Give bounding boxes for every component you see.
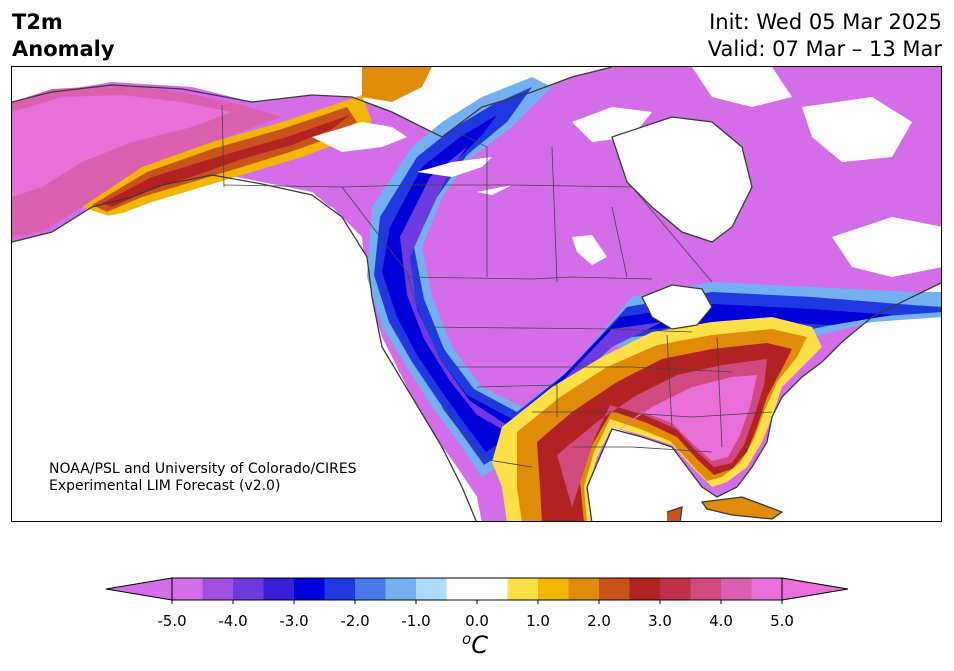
- alaska-west-region: [12, 85, 282, 237]
- unit-letter: C: [471, 631, 488, 659]
- colorbar-segment: [202, 578, 233, 600]
- attribution-note: NOAA/PSL and University of Colorado/CIRE…: [49, 461, 357, 495]
- init-date: Init: Wed 05 Mar 2025: [709, 10, 942, 34]
- colorbar-segment: [172, 578, 203, 600]
- colorbar-segment: [385, 578, 416, 600]
- map-title: T2m Anomaly: [12, 9, 115, 63]
- political-borders: [221, 104, 773, 468]
- colorbar-segment: [568, 578, 599, 600]
- southeast-warm-region: [492, 317, 822, 521]
- colorbar-tick-label: -1.0: [401, 612, 431, 630]
- valid-range: Valid: 07 Mar – 13 Mar: [707, 37, 942, 61]
- colorbar-segment: [507, 578, 538, 600]
- map-panel: [11, 66, 942, 522]
- forecast-dates: Init: Wed 05 Mar 2025 Valid: 07 Mar – 13…: [708, 9, 942, 63]
- title-field: Anomaly: [12, 37, 115, 61]
- attribution-line-1: NOAA/PSL and University of Colorado/CIRE…: [49, 461, 357, 477]
- colorbar-segment: [690, 578, 721, 600]
- colorbar-tick-label: -5.0: [157, 612, 187, 630]
- colorbar-tick-label: 1.0: [526, 612, 550, 630]
- colorbar-tick-label: -2.0: [340, 612, 370, 630]
- colorbar-segment: [721, 578, 752, 600]
- colorbar-low-extension: [105, 577, 173, 601]
- colorbar-high-extension: [781, 577, 849, 601]
- unit-label: oC: [462, 630, 488, 659]
- colorbar-tick-label: 0.0: [465, 612, 489, 630]
- colorbar-segment: [599, 578, 630, 600]
- colorbar-tick-label: 5.0: [770, 612, 794, 630]
- colorbar-tick-label: 2.0: [587, 612, 611, 630]
- colorbar-tick-label: 4.0: [709, 612, 733, 630]
- colorbar-segment: [538, 578, 569, 600]
- colorbar-segment: [751, 578, 782, 600]
- colorbar-segment: [263, 578, 294, 600]
- colorbar-tick-label: 3.0: [648, 612, 672, 630]
- anomaly-map: [12, 67, 941, 521]
- colorbar-segments: [172, 578, 782, 600]
- colorbar-segment: [660, 578, 691, 600]
- colorbar-tick-label: -4.0: [218, 612, 248, 630]
- colorbar-ticks: [171, 600, 783, 604]
- colorbar-segment: [324, 578, 355, 600]
- water-bodies: [12, 67, 941, 521]
- colorbar-segment: [446, 578, 508, 600]
- colorbar-segment: [294, 578, 325, 600]
- colorbar-segment: [355, 578, 386, 600]
- title-variable: T2m: [12, 10, 63, 34]
- attribution-line-2: Experimental LIM Forecast (v2.0): [49, 478, 281, 494]
- colorbar-segment: [416, 578, 447, 600]
- colorbar-segment: [233, 578, 264, 600]
- boundary-lines: [12, 67, 941, 521]
- colorbar-tick-label: -3.0: [279, 612, 309, 630]
- colorbar-segment: [629, 578, 660, 600]
- degree-mark: o: [462, 630, 472, 648]
